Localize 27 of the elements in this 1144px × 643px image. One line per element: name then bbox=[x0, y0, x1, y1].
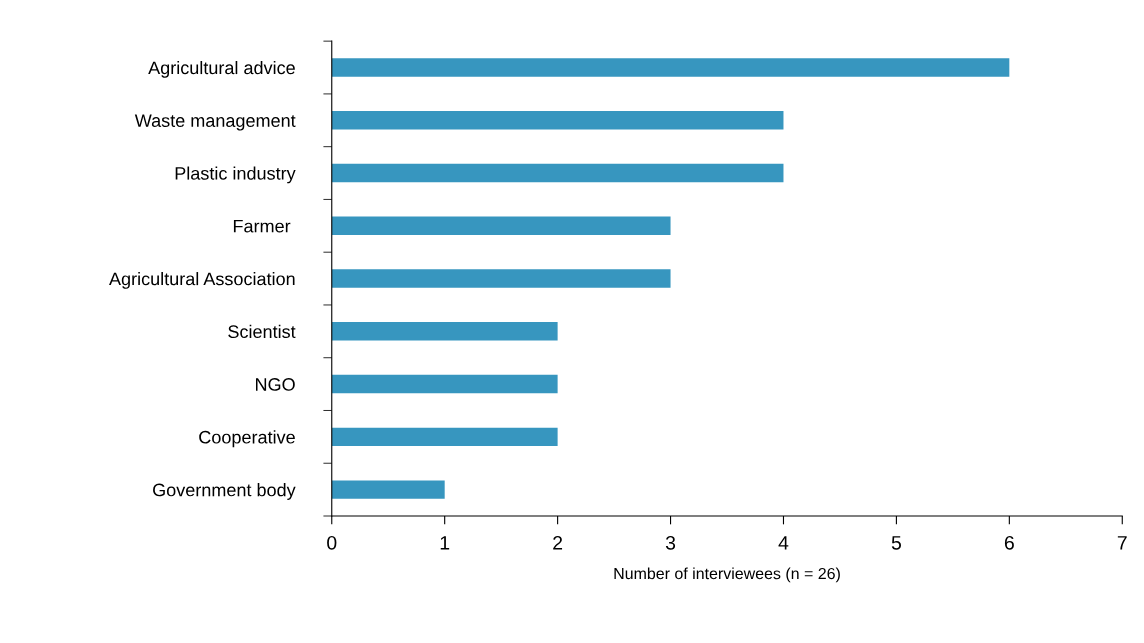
x-tick-label: 3 bbox=[665, 535, 676, 550]
x-tick-label: 5 bbox=[891, 536, 901, 550]
y-tick-label: Cooperative bbox=[199, 430, 295, 448]
y-tick-label: Agricultural advice bbox=[148, 60, 295, 78]
bar bbox=[331, 216, 671, 236]
x-tick-label: 7 bbox=[1117, 536, 1127, 550]
x-tick-label: 1 bbox=[440, 536, 450, 550]
bar bbox=[331, 269, 671, 288]
bar bbox=[331, 374, 558, 394]
y-tick-label: Agricultural Association bbox=[109, 272, 295, 289]
bar bbox=[331, 480, 445, 499]
bar bbox=[331, 163, 784, 183]
x-tick-label: 6 bbox=[1004, 535, 1014, 550]
y-tick-label: Scientist bbox=[228, 324, 296, 339]
y-tick-label: Government body bbox=[153, 483, 296, 500]
y-tick-label: NGO bbox=[256, 378, 295, 391]
bar bbox=[331, 427, 558, 447]
x-axis-title: Number of interviewees (n = 26) bbox=[614, 567, 840, 583]
y-tick-label: Plastic industry bbox=[175, 166, 296, 184]
bar bbox=[331, 58, 1010, 77]
y-tick-label: Waste management bbox=[134, 114, 296, 131]
x-tick-label: 0 bbox=[327, 535, 337, 550]
x-tick-label: 4 bbox=[778, 536, 789, 550]
bar bbox=[331, 322, 558, 341]
y-tick-label: Farmer bbox=[233, 219, 291, 233]
x-tick-label: 2 bbox=[553, 535, 563, 550]
bar bbox=[331, 111, 784, 130]
